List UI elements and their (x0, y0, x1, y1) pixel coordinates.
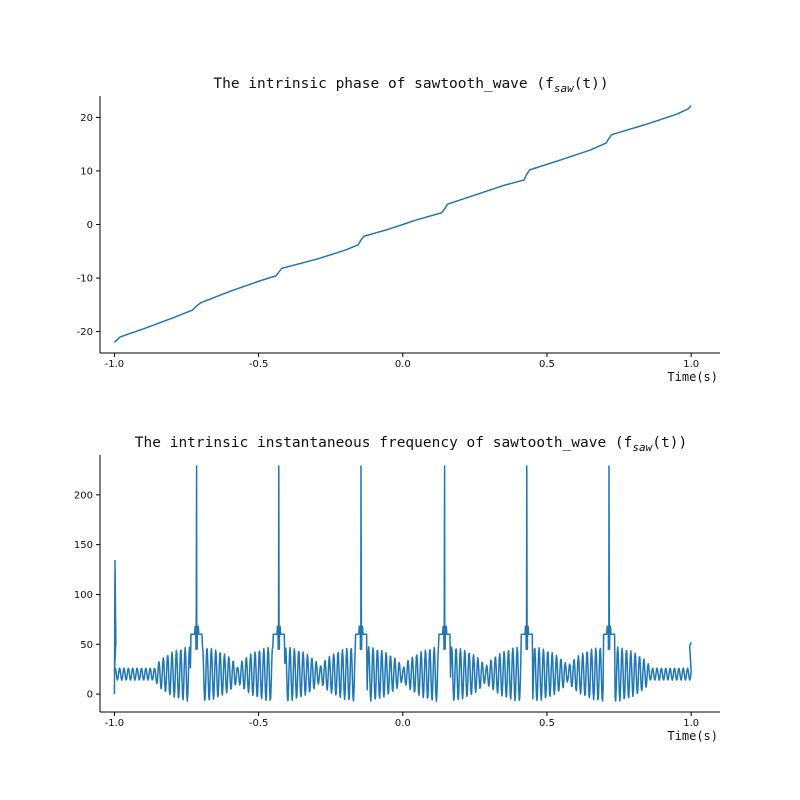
y-tick-label: 0 (87, 690, 93, 701)
title-subscript: saw (632, 441, 653, 454)
y-tick-label: -10 (77, 274, 93, 285)
y-tick-label: 200 (74, 490, 93, 501)
y-ticks: -20 -10 0 10 20 (77, 113, 100, 338)
x-tick-label: -1.0 (105, 359, 125, 370)
plot-area (113, 105, 692, 343)
x-tick-label: -1.0 (105, 718, 125, 729)
x-tick-label: 0.5 (539, 718, 555, 729)
y-tick-label: -20 (77, 327, 93, 338)
y-tick-label: 0 (87, 220, 93, 231)
x-tick-label: 0.5 (539, 359, 555, 370)
x-ticks: -1.0 -0.5 0.0 0.5 1.0 (105, 712, 699, 729)
plot-area (113, 465, 692, 703)
title-subscript: saw (554, 82, 575, 95)
y-tick-label: 20 (80, 113, 93, 124)
chart-title: The intrinsic phase of sawtooth_wave (fs… (213, 76, 608, 95)
frequency-chart: The intrinsic instantaneous frequency of… (74, 435, 720, 743)
y-tick-label: 150 (74, 540, 93, 551)
x-tick-label: 0.0 (395, 718, 411, 729)
x-tick-label: 1.0 (683, 718, 699, 729)
x-tick-label: -0.5 (249, 718, 269, 729)
y-tick-label: 50 (80, 640, 93, 651)
phase-chart: The intrinsic phase of sawtooth_wave (fs… (77, 76, 720, 384)
x-ticks: -1.0 -0.5 0.0 0.5 1.0 (105, 353, 699, 370)
y-tick-label: 10 (80, 166, 93, 177)
frequency-line (113, 465, 692, 703)
chart-title: The intrinsic instantaneous frequency of… (135, 435, 687, 454)
phase-line (113, 105, 692, 343)
y-ticks: 0 50 100 150 200 (74, 490, 100, 701)
x-axis-label: Time(s) (667, 370, 718, 384)
y-tick-label: 100 (74, 590, 93, 601)
x-tick-label: -0.5 (249, 359, 269, 370)
x-tick-label: 1.0 (683, 359, 699, 370)
x-tick-label: 0.0 (395, 359, 411, 370)
x-axis-label: Time(s) (667, 729, 718, 743)
